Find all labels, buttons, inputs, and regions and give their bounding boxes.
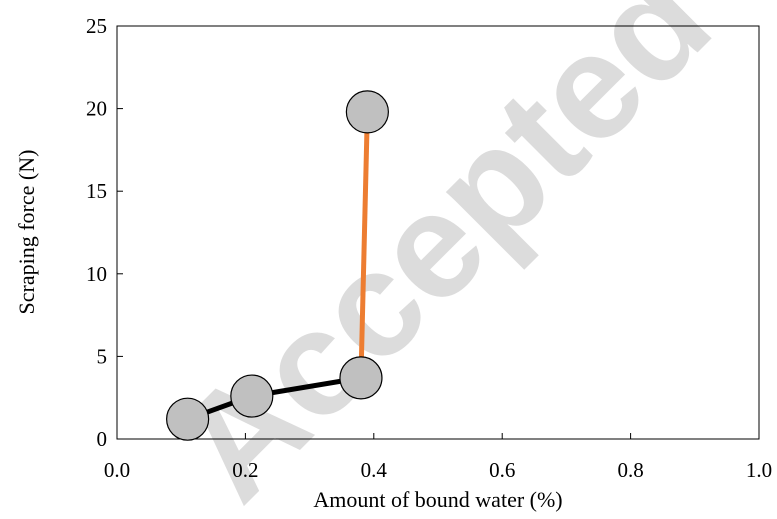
y-tick-label: 0 — [97, 427, 108, 451]
series-line-2 — [358, 111, 370, 378]
x-tick-label: 0.2 — [232, 458, 258, 482]
x-tick-label: 0.0 — [104, 458, 130, 482]
watermark-text: Accepted — [145, 0, 741, 519]
data-markers — [166, 90, 389, 441]
y-tick-label: 15 — [86, 179, 107, 203]
data-point — [166, 397, 210, 441]
plot-area — [116, 25, 760, 440]
x-tick-label: 0.6 — [489, 458, 515, 482]
y-tick-label: 20 — [86, 97, 107, 121]
x-axis-ticks: 0.0 0.2 0.4 0.6 0.8 1.0 — [104, 433, 772, 482]
y-tick-label: 25 — [86, 14, 107, 38]
x-tick-label: 0.4 — [361, 458, 388, 482]
x-axis-title: Amount of bound water (%) — [313, 487, 562, 512]
data-point — [345, 90, 389, 134]
y-axis-ticks: 0 5 10 15 20 25 — [86, 14, 123, 451]
y-tick-label: 5 — [97, 344, 108, 368]
data-point — [339, 356, 383, 400]
y-axis-title: Scraping force (N) — [14, 150, 39, 315]
x-tick-label: 1.0 — [746, 458, 772, 482]
y-tick-label: 10 — [86, 262, 107, 286]
data-point — [230, 374, 274, 418]
x-tick-label: 0.8 — [617, 458, 643, 482]
